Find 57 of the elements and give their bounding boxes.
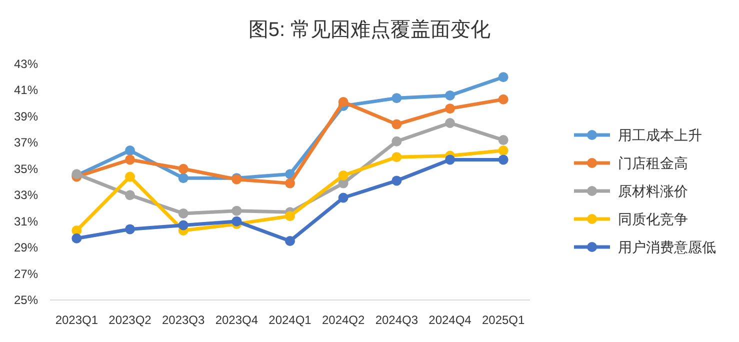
legend-label: 门店租金高: [618, 155, 688, 171]
point: [125, 172, 135, 182]
point: [178, 220, 188, 230]
point: [232, 206, 242, 216]
point: [338, 192, 348, 203]
x-tick-label: 2023Q2: [108, 313, 152, 327]
x-tick-label: 2024Q1: [268, 313, 312, 327]
point: [498, 72, 508, 82]
y-tick-label: 35%: [14, 162, 38, 176]
point: [178, 208, 188, 218]
point: [498, 135, 508, 146]
y-tick-label: 27%: [14, 266, 38, 281]
point: [498, 94, 508, 104]
legend-label: 用工成本上升: [618, 127, 702, 143]
y-tick-label: 41%: [14, 83, 38, 98]
point: [232, 216, 242, 226]
x-tick-label: 2023Q4: [215, 313, 258, 327]
y-tick-label: 33%: [14, 188, 38, 202]
point: [125, 154, 135, 165]
legend-label: 用户消费意愿低: [618, 239, 716, 255]
point: [392, 136, 402, 146]
point: [125, 224, 135, 234]
legend-label: 原材料涨价: [618, 183, 688, 199]
y-tick-label: 29%: [14, 240, 38, 255]
point: [338, 170, 348, 180]
point: [125, 190, 135, 200]
point: [72, 233, 82, 244]
point: [285, 178, 295, 188]
x-tick-label: 2024Q2: [322, 313, 366, 327]
point: [285, 236, 295, 246]
point: [392, 176, 402, 186]
x-tick-label: 2025Q1: [482, 313, 526, 327]
legend-label: 同质化竞争: [618, 211, 688, 227]
point: [125, 146, 135, 156]
point: [445, 154, 455, 165]
y-tick-label: 25%: [14, 293, 38, 307]
x-tick-label: 2023Q3: [162, 313, 206, 327]
y-tick-label: 37%: [14, 136, 38, 150]
point: [445, 104, 455, 114]
point: [178, 173, 188, 184]
point: [392, 119, 402, 130]
point: [285, 211, 295, 222]
point: [445, 90, 455, 100]
point: [498, 154, 508, 165]
point: [498, 146, 508, 156]
point: [178, 164, 188, 174]
x-tick-label: 2023Q1: [55, 313, 98, 327]
chart-title: 图5: 常见困难点覆盖面变化: [248, 18, 491, 41]
y-tick-label: 43%: [14, 57, 38, 71]
y-tick-label: 39%: [14, 109, 38, 124]
point: [392, 93, 402, 104]
point: [338, 97, 348, 108]
point: [445, 118, 455, 128]
x-tick-label: 2024Q4: [428, 313, 472, 327]
point: [392, 152, 402, 162]
x-tick-label: 2024Q3: [375, 313, 418, 327]
y-tick-label: 31%: [14, 214, 38, 228]
